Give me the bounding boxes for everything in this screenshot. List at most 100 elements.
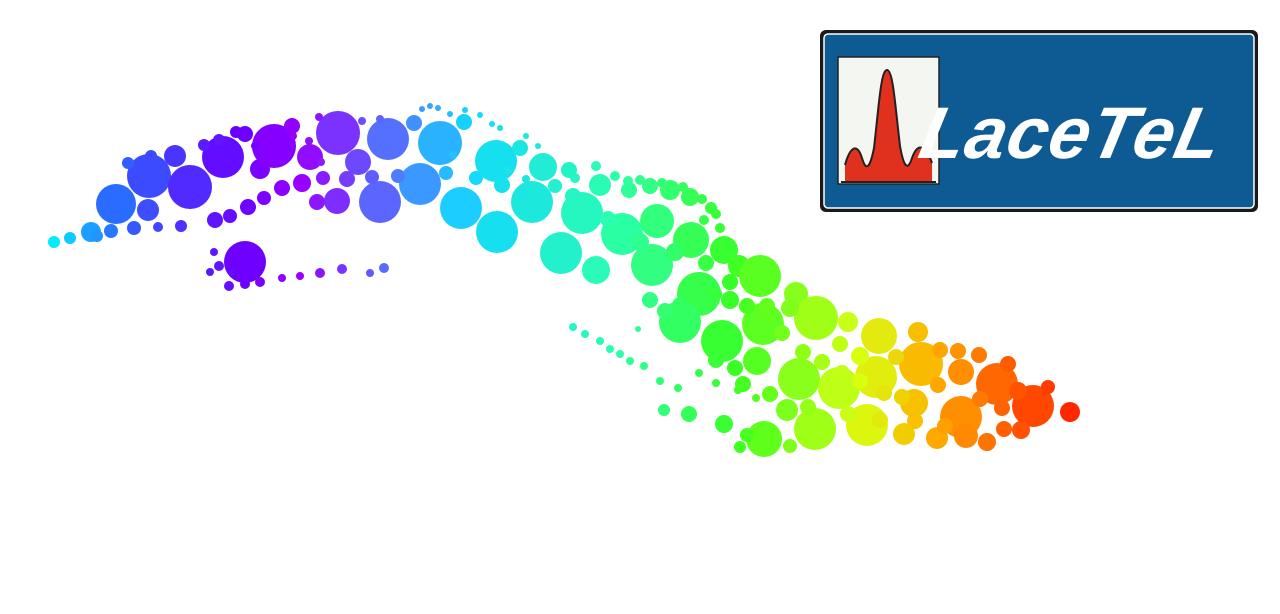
map-dot xyxy=(257,191,271,205)
map-dot xyxy=(175,220,187,232)
map-dot xyxy=(937,418,953,434)
map-dot xyxy=(722,274,738,290)
map-dot xyxy=(137,199,159,221)
map-dot xyxy=(153,222,163,232)
map-dot xyxy=(296,272,304,280)
map-dot xyxy=(228,268,236,276)
map-dot xyxy=(739,298,755,314)
map-dot xyxy=(978,433,996,451)
map-dot xyxy=(681,188,699,206)
map-dot xyxy=(640,204,674,238)
lacetel-logo: LaceTeL xyxy=(820,30,1258,212)
map-dot xyxy=(657,303,673,319)
map-dot xyxy=(447,111,453,117)
map-dot xyxy=(894,389,910,405)
map-dot xyxy=(565,188,581,204)
map-dot xyxy=(852,373,868,389)
map-dot xyxy=(540,232,582,274)
map-dot xyxy=(427,103,433,109)
map-dot xyxy=(289,132,297,140)
map-dot xyxy=(710,236,738,264)
map-dot xyxy=(202,136,244,178)
map-dot xyxy=(606,345,614,353)
map-dot xyxy=(469,171,483,185)
map-dot xyxy=(48,236,60,248)
map-dot xyxy=(851,347,869,365)
map-dot xyxy=(414,169,426,181)
map-dot xyxy=(127,221,141,235)
map-dot xyxy=(635,175,645,185)
map-dot xyxy=(145,150,157,162)
map-dot xyxy=(1009,382,1027,400)
map-dot xyxy=(672,297,688,313)
map-dot xyxy=(419,106,425,112)
map-dot xyxy=(224,281,234,291)
map-dot xyxy=(339,171,355,187)
map-dot xyxy=(297,144,323,170)
map-dot xyxy=(529,153,557,181)
map-dot xyxy=(794,408,836,450)
map-dot xyxy=(570,173,580,183)
map-dot xyxy=(834,365,850,381)
map-dot xyxy=(626,357,634,365)
map-dot xyxy=(774,325,790,341)
map-dot xyxy=(678,182,688,192)
map-dot xyxy=(1000,356,1016,372)
map-dot xyxy=(948,359,974,385)
map-dot xyxy=(210,248,218,256)
map-dot xyxy=(535,143,541,149)
map-dot xyxy=(309,194,325,210)
map-dot xyxy=(207,212,223,228)
map-dot xyxy=(240,279,250,289)
map-dot xyxy=(581,330,589,338)
map-dot xyxy=(582,256,610,284)
map-dot xyxy=(657,178,667,188)
map-dot xyxy=(621,182,637,198)
map-dot xyxy=(366,269,374,277)
map-dot xyxy=(240,199,256,215)
map-dot xyxy=(96,184,136,224)
map-dot xyxy=(315,268,325,278)
map-dot xyxy=(735,376,751,392)
map-dot xyxy=(932,342,948,358)
map-dot xyxy=(908,322,928,342)
map-dot xyxy=(316,111,360,155)
map-dot xyxy=(164,145,186,167)
map-dot xyxy=(642,292,658,308)
map-dot xyxy=(316,171,330,185)
map-dot xyxy=(214,261,224,271)
map-dot xyxy=(762,386,778,402)
map-dot xyxy=(635,326,641,332)
map-dot xyxy=(317,158,325,166)
map-dot xyxy=(950,343,966,359)
map-dot xyxy=(122,157,134,169)
map-dot xyxy=(591,161,601,171)
map-dot xyxy=(699,215,709,225)
map-dot xyxy=(1012,421,1030,439)
map-dot xyxy=(449,151,457,159)
signal-peak-icon xyxy=(837,56,940,185)
map-dot xyxy=(640,362,648,370)
map-dot xyxy=(497,125,503,131)
map-dot xyxy=(345,149,371,175)
map-dot xyxy=(399,163,441,205)
map-dot xyxy=(674,384,682,392)
map-dot xyxy=(462,107,468,113)
map-dot xyxy=(832,336,848,352)
map-dot xyxy=(800,399,816,415)
map-dot xyxy=(954,424,978,448)
map-dot xyxy=(776,399,798,421)
lacetel-wordmark: LaceTeL xyxy=(913,92,1231,174)
map-dot xyxy=(440,187,482,229)
map-dot xyxy=(727,360,743,376)
map-dot xyxy=(893,423,915,445)
map-dot xyxy=(743,347,771,375)
map-dot xyxy=(708,352,724,368)
map-dot xyxy=(899,342,943,386)
map-dot xyxy=(697,194,707,204)
map-dot xyxy=(623,176,633,186)
map-dot xyxy=(631,233,649,251)
map-dot xyxy=(305,137,313,145)
map-dot xyxy=(971,347,987,363)
map-dot xyxy=(104,224,118,238)
